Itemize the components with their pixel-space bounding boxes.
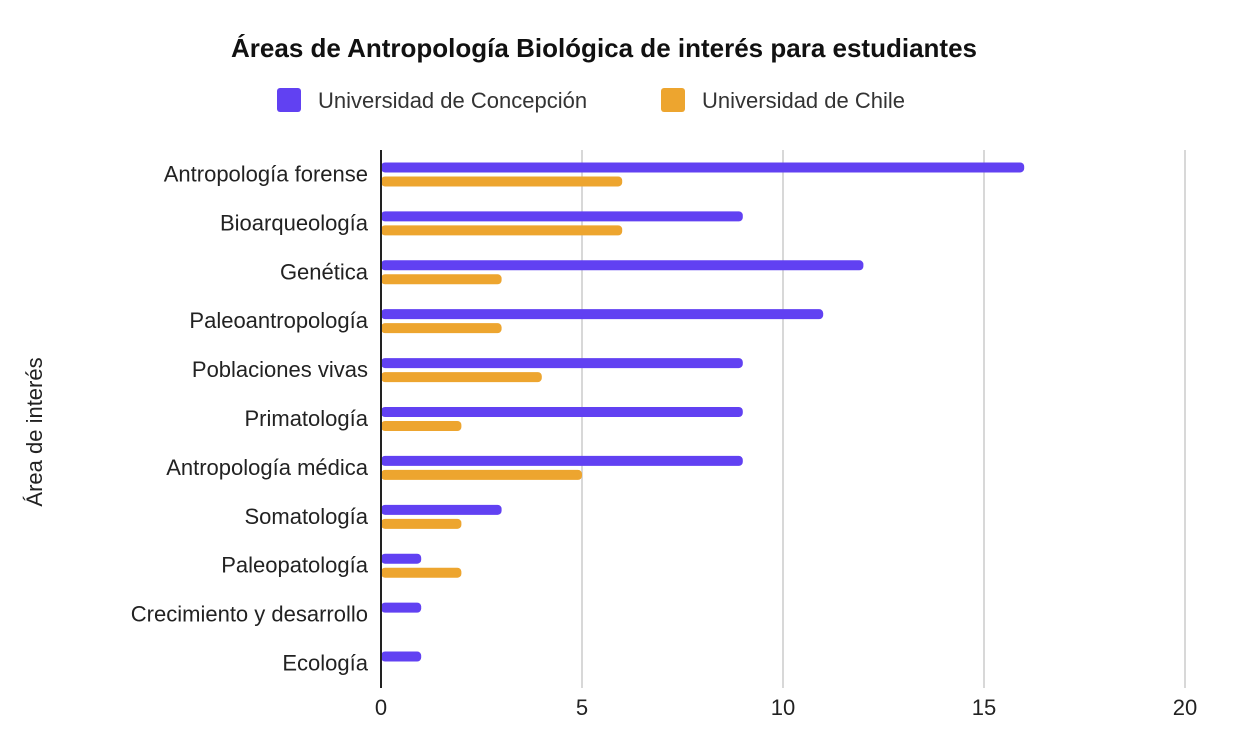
category-label: Poblaciones vivas [192, 357, 368, 382]
category-label: Antropología forense [164, 161, 368, 186]
legend-swatch [661, 88, 685, 112]
x-tick-label: 20 [1173, 695, 1197, 720]
x-tick-label: 15 [972, 695, 996, 720]
category-label: Bioarqueología [220, 210, 369, 235]
bar-chile [381, 274, 502, 285]
bar-chile [381, 518, 462, 529]
bar-concepcion [381, 455, 743, 466]
bar-chile [381, 372, 542, 383]
bar-concepcion [381, 407, 743, 417]
legend: Universidad de Concepción Universidad de … [277, 88, 905, 113]
bar-concepcion [381, 162, 1025, 173]
bar-concepcion [381, 260, 864, 271]
category-label: Ecología [282, 651, 368, 676]
category-label: Crecimiento y desarrollo [131, 602, 368, 627]
category-label: Primatología [244, 406, 368, 431]
category-labels: Antropología forense Bioarqueología Genéti… [131, 161, 369, 675]
legend-label: Universidad de Concepción [318, 88, 587, 113]
bar-chile [381, 225, 623, 236]
category-label: Paleopatología [221, 553, 369, 578]
bar-concepcion [381, 211, 743, 222]
x-tick-label: 0 [375, 695, 387, 720]
bars [381, 162, 1025, 662]
x-tick-label: 10 [771, 695, 795, 720]
category-label: Antropología médica [166, 455, 369, 480]
bar-concepcion [381, 553, 422, 564]
bar-concepcion [381, 651, 422, 662]
bar-concepcion [381, 504, 502, 515]
legend-swatch [277, 88, 301, 112]
category-label: Somatología [244, 504, 368, 529]
bar-chile [381, 176, 623, 187]
y-axis-label: Área de interés [22, 357, 47, 506]
x-tick-labels: 0 5 10 15 20 [375, 695, 1197, 720]
bar-chile [381, 567, 462, 578]
category-label: Genética [280, 259, 369, 284]
bar-chile [381, 421, 462, 431]
bar-concepcion [381, 309, 824, 320]
bar-chile [381, 323, 502, 334]
gridlines [581, 150, 1186, 688]
category-label: Paleoantropología [189, 308, 368, 333]
bar-chile [381, 469, 582, 480]
x-tick-label: 5 [576, 695, 588, 720]
bar-concepcion [381, 602, 422, 613]
chart-title: Áreas de Antropología Biológica de inter… [231, 33, 977, 63]
legend-label: Universidad de Chile [702, 88, 905, 113]
bar-concepcion [381, 358, 743, 369]
